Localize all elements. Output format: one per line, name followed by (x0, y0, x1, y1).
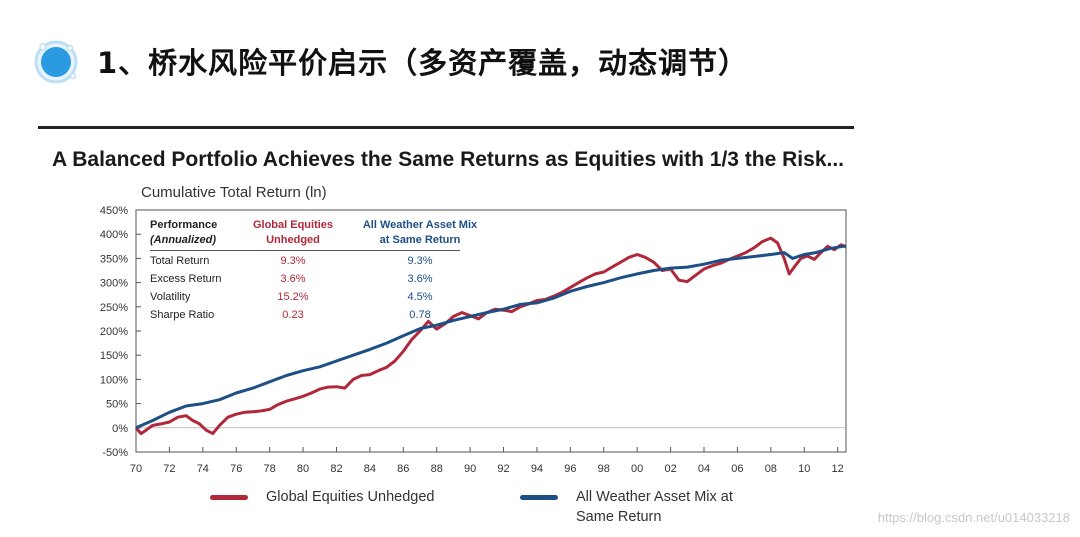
table-header: (Annualized) (150, 234, 216, 246)
x-tick-label: 72 (163, 463, 175, 475)
x-tick-label: 86 (397, 463, 409, 475)
title-bullet-icon (34, 40, 78, 84)
table-cell-equities: 3.6% (280, 273, 306, 285)
y-tick-label: 0% (112, 423, 128, 435)
table-cell-equities: 15.2% (277, 291, 309, 303)
x-tick-label: 02 (664, 463, 676, 475)
legend-label-all-weather-line2: Same Return (576, 509, 662, 525)
watermark: https://blog.csdn.net/u014033218 (877, 510, 1070, 525)
table-header: Performance (150, 219, 218, 231)
x-tick-label: 80 (297, 463, 309, 475)
x-tick-label: 84 (364, 463, 376, 475)
y-tick-label: 350% (100, 253, 128, 265)
x-tick-label: 00 (631, 463, 643, 475)
legend-swatch-equities (210, 495, 248, 500)
title-divider (38, 126, 854, 129)
legend-swatch-all-weather (520, 495, 558, 500)
y-axis-caption: Cumulative Total Return (ln) (141, 184, 327, 201)
table-cell-all-weather: 4.5% (407, 291, 433, 303)
x-tick-label: 94 (531, 463, 543, 475)
table-row-label: Sharpe Ratio (150, 309, 215, 321)
table-row-label: Excess Return (150, 273, 222, 285)
x-tick-label: 76 (230, 463, 242, 475)
x-tick-label: 04 (698, 463, 710, 475)
x-tick-label: 06 (731, 463, 743, 475)
x-tick-label: 74 (197, 463, 209, 475)
x-tick-label: 92 (497, 463, 509, 475)
series-line-all-weather (135, 244, 847, 430)
x-tick-label: 88 (431, 463, 443, 475)
table-cell-all-weather: 9.3% (407, 255, 433, 267)
y-tick-label: 450% (100, 205, 128, 217)
y-tick-label: 100% (100, 374, 128, 386)
x-tick-label: 12 (832, 463, 844, 475)
legend-label-all-weather-line1: All Weather Asset Mix at (576, 489, 733, 505)
legend-item-all-weather: All Weather Asset Mix at Same Return (520, 487, 733, 527)
table-cell-all-weather: 0.78 (409, 309, 431, 321)
table-header-rule (150, 250, 460, 251)
table-header: All Weather Asset Mix (362, 219, 478, 231)
y-tick-label: 300% (100, 278, 128, 290)
x-tick-label: 98 (598, 463, 610, 475)
y-tick-label: 400% (100, 229, 128, 241)
chart-title: A Balanced Portfolio Achieves the Same R… (52, 148, 845, 171)
x-tick-label: 10 (798, 463, 810, 475)
table-header: Unhedged (266, 234, 320, 246)
table-row-label: Volatility (150, 291, 191, 303)
x-tick-label: 82 (330, 463, 342, 475)
table-header: at Same Return (379, 234, 461, 246)
y-tick-label: 250% (100, 302, 128, 314)
slide-title: 1、桥水风险平价启示（多资产覆盖，动态调节） (97, 46, 749, 80)
legend-label-equities: Global Equities Unhedged (266, 489, 435, 505)
x-tick-label: 96 (564, 463, 576, 475)
table-cell-equities: 9.3% (280, 255, 306, 267)
legend-item-equities: Global Equities Unhedged (210, 487, 434, 507)
table-header: Global Equities (252, 219, 334, 231)
table-row-label: Total Return (150, 255, 210, 267)
y-tick-label: -50% (102, 447, 128, 459)
x-tick-label: 78 (264, 463, 276, 475)
table-cell-equities: 0.23 (282, 309, 304, 321)
y-tick-label: 200% (100, 326, 128, 338)
series-line-equities (134, 236, 847, 436)
table-cell-all-weather: 3.6% (407, 273, 433, 285)
y-tick-label: 50% (106, 399, 128, 411)
x-tick-label: 08 (765, 463, 777, 475)
plot-frame (135, 209, 847, 453)
x-tick-label: 90 (464, 463, 476, 475)
y-tick-label: 150% (100, 350, 128, 362)
x-tick-label: 70 (130, 463, 142, 475)
